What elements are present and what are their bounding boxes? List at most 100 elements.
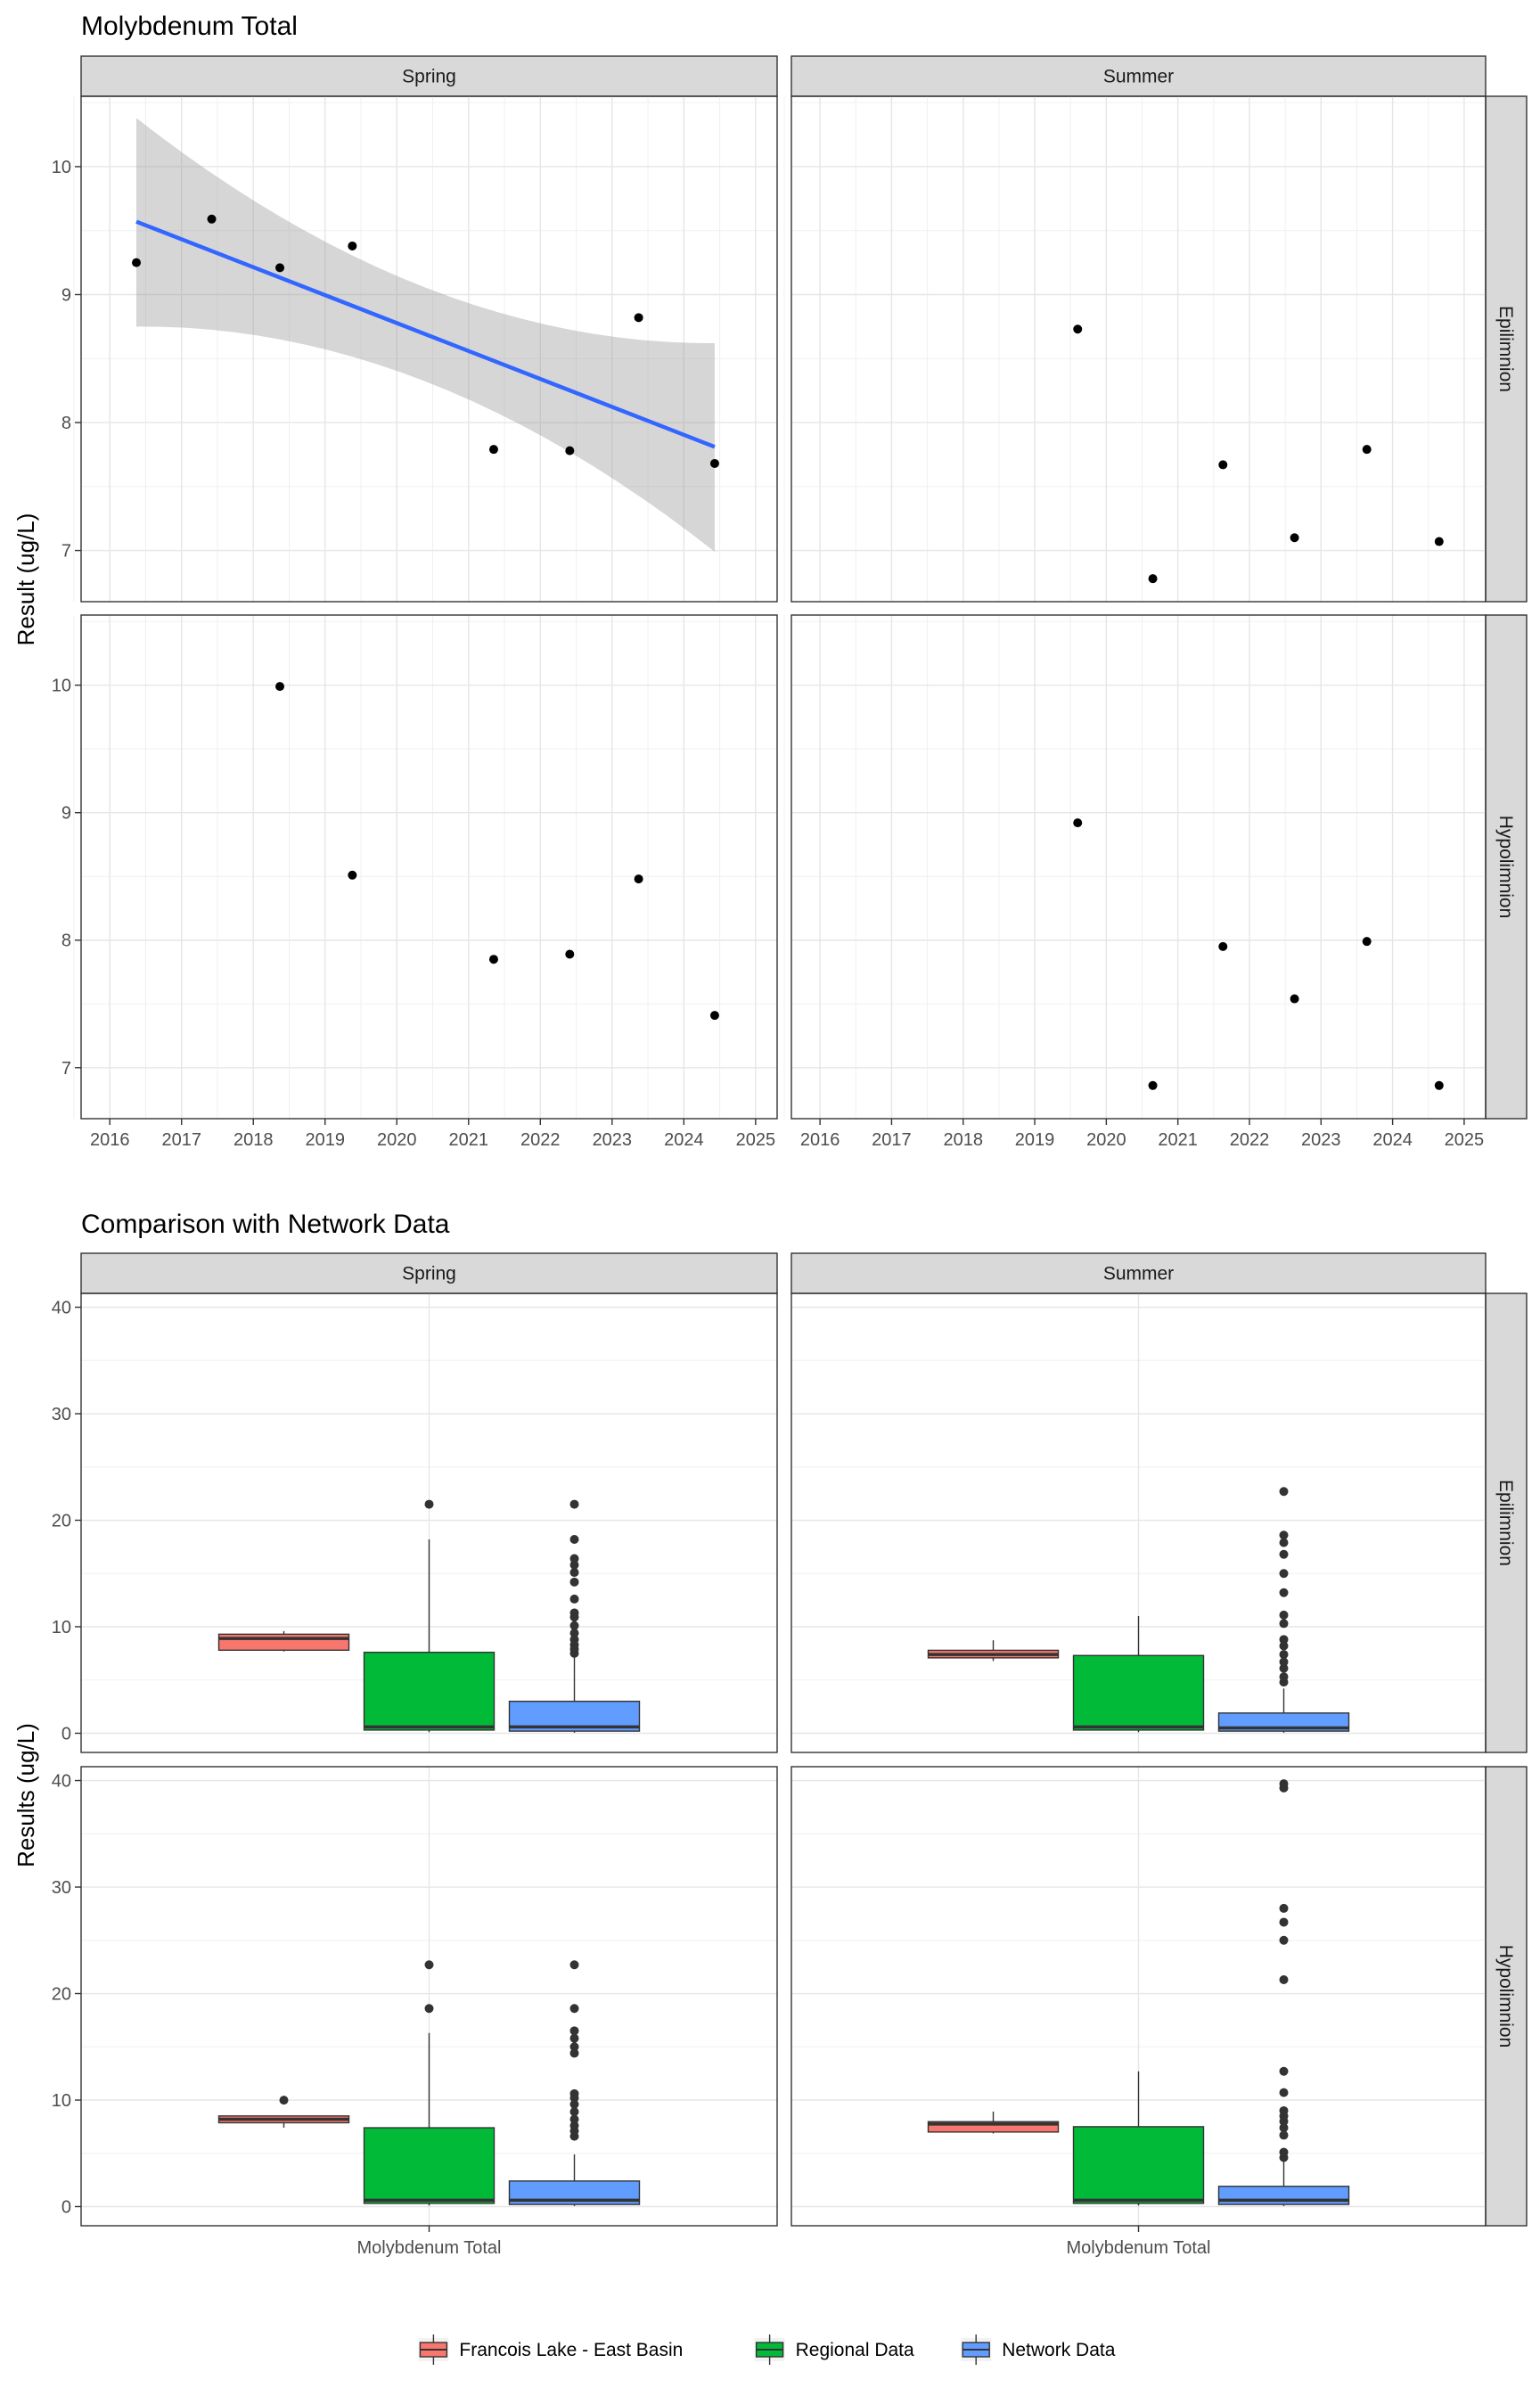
trend-panel-hypolimnion-summer-x-tick-label-2016: 2016 [800,1130,840,1150]
trend-panel-hypolimnion-spring-x-tick-label-2017: 2017 [161,1130,201,1150]
outlier-point [569,2099,579,2109]
outlier-point [569,1608,579,1618]
trend-panel-hypolimnion-summer-x-tick-label-2023: 2023 [1301,1130,1341,1150]
outlier-point [1279,1935,1289,1945]
trend-chart-strip-label-hypolimnion: Hypolimnion [1495,816,1516,919]
box-panel-epilimnion-summer-border [790,1292,1487,1753]
box-body [363,1651,496,1731]
box-body [1072,1654,1205,1731]
box-panel-epilimnion-summer-box-network-data [1217,1487,1350,1733]
box-panel-epilimnion-spring-y-tick-label-40: 40 [52,1299,71,1318]
outlier-point [1279,1569,1289,1579]
box-panel-epilimnion-spring-box-network-data [508,1499,641,1733]
outlier-point [569,1621,579,1630]
outlier-point [569,2114,579,2124]
trend-panel-hypolimnion-spring-x-tick-label-2020: 2020 [377,1130,417,1150]
outlier-point [279,2096,289,2105]
comparison-chart-panels: Spring 0 10 20 30 40 Summer Epilimnion 0 10 20 30 40… [52,1252,1528,2258]
comparison-chart-strip-hypolimnion [1485,1766,1528,2227]
box-panel-epilimnion-summer-box-regional-data [1072,1616,1205,1733]
outlier-point [1279,1917,1289,1927]
trend-panel-hypolimnion-spring-y-tick-label-9: 9 [61,804,71,824]
outlier-point [569,1577,579,1587]
outlier-point [1279,1619,1289,1629]
outlier-point [424,1499,434,1509]
outlier-point [424,2004,434,2014]
trend-panel-hypolimnion-spring-x-tick-label-2023: 2023 [593,1130,633,1150]
comparison-chart-strip-spring [80,1252,778,1294]
outlier-point [1279,1635,1289,1645]
box-panel-hypolimnion-spring: 0 10 20 30 40 Molybdenum Total [52,1766,778,2258]
trend-panel-epilimnion-spring-point [348,241,357,250]
trend-panel-epilimnion-spring-trend-line [135,219,716,449]
outlier-point [569,2121,579,2130]
outlier-point [1279,1588,1289,1597]
box-body [1072,2126,1205,2204]
trend-panel-hypolimnion-summer-point [1434,1080,1444,1090]
box-panel-hypolimnion-spring-box-francois-lake-east-basin [217,2096,350,2128]
outlier-point [1279,1779,1289,1789]
trend-panel-epilimnion-summer-point [1148,574,1158,584]
trend-panel-hypolimnion-summer-point [1362,937,1372,947]
box-panel-hypolimnion-spring-y-tick-label-30: 30 [52,1878,71,1898]
trend-panel-hypolimnion-spring-x-tick-label-2024: 2024 [664,1130,704,1150]
outlier-point [1279,1538,1289,1547]
box-panel-epilimnion-spring-y-tick-label-20: 20 [52,1512,71,1531]
trend-panel-epilimnion-spring-point [488,445,498,455]
outlier-point [424,1960,434,1970]
comparison-chart-strip-label-hypolimnion: Hypolimnion [1495,1945,1516,2048]
outlier-point [1279,1641,1289,1651]
trend-panel-hypolimnion-spring-point [488,955,498,964]
trend-panel-hypolimnion-summer-x-tick-label-2019: 2019 [1015,1130,1055,1150]
trend-panel-epilimnion-summer-point [1434,537,1444,546]
trend-panel-hypolimnion-spring-y-tick-label-10: 10 [52,677,71,696]
trend-panel-hypolimnion-summer: Hypolimnion 2016 2017 2018 2019 2020 2021 2022 2… [783,614,1528,1150]
trend-panel-hypolimnion-summer-x-tick-label-2018: 2018 [943,1130,983,1150]
trend-panel-epilimnion-spring-y-tick-label-10: 10 [52,158,71,177]
trend-panel-hypolimnion-spring-point [348,870,357,880]
box-panel-hypolimnion-spring-box-regional-data [363,1960,496,2206]
outlier-point [569,2004,579,2014]
trend-panel-hypolimnion-summer-border [790,614,1487,1120]
outlier-point [1279,1530,1289,1540]
outlier-point [569,2107,579,2117]
trend-panel-epilimnion-spring-point [634,313,643,323]
box-panel-epilimnion-spring-box-regional-data [363,1499,496,1733]
legend-label-francois-lake-east-basin: Francois Lake - East Basin [459,2340,683,2360]
box-body [927,2121,1060,2133]
trend-chart-strip-label-spring: Spring [402,67,456,87]
trend-panel-epilimnion-summer-border [790,95,1487,603]
box-panel-hypolimnion-summer-box-regional-data [1072,2071,1205,2206]
box-panel-hypolimnion-spring-y-tick-label-20: 20 [52,1985,71,2005]
outlier-point [569,2048,579,2058]
trend-panel-hypolimnion-summer-point [1290,994,1299,1004]
comparison-chart-strip-label-spring: Spring [402,1264,456,1284]
comparison-chart-strip-label-epilimnion: Epilimnion [1495,1480,1516,1566]
outlier-point [1279,2130,1289,2140]
trend-panel-hypolimnion-spring-x-tick-label-2019: 2019 [306,1130,346,1150]
box-panel-hypolimnion-summer: Hypolimnion Molybdenum Total [790,1766,1528,2258]
trend-panel-hypolimnion-spring-x-tick-label-2016: 2016 [90,1130,130,1150]
trend-panel-epilimnion-spring-y-tick-label-9: 9 [61,285,71,305]
trend-panel-hypolimnion-summer-x-tick-label-2021: 2021 [1158,1130,1198,1150]
outlier-point [569,1535,579,1545]
box-panel-hypolimnion-summer-box-francois-lake-east-basin [927,2111,1060,2134]
legend-label-regional-data: Regional Data [796,2340,914,2360]
trend-panel-hypolimnion-summer-x-tick-label-2024: 2024 [1372,1130,1413,1150]
comparison-chart: Comparison with Network Data Results (ug… [12,1210,1528,2365]
outlier-point [1279,1903,1289,1913]
box-panel-epilimnion-spring-y-tick-label-0: 0 [61,1724,71,1744]
trend-chart-strip-hypolimnion [1485,614,1528,1120]
outlier-point [569,1554,579,1563]
box-panel-epilimnion-spring: Spring 0 10 20 30 40 [52,1252,778,1753]
outlier-point [1279,2105,1289,2115]
trend-panel-epilimnion-summer: Summer Epilimnion [783,55,1528,603]
trend-panel-epilimnion-summer-point [1362,445,1372,455]
outlier-point [569,1560,579,1570]
trend-panel-hypolimnion-summer-x-tick-label-2020: 2020 [1086,1130,1126,1150]
outlier-point [1279,1974,1289,1984]
box-panel-hypolimnion-spring-y-tick-label-10: 10 [52,2091,71,2111]
trend-panel-hypolimnion-spring-y-tick-label-8: 8 [61,931,71,951]
outlier-point [1279,2123,1289,2133]
trend-panel-epilimnion-summer-point [1073,324,1083,334]
